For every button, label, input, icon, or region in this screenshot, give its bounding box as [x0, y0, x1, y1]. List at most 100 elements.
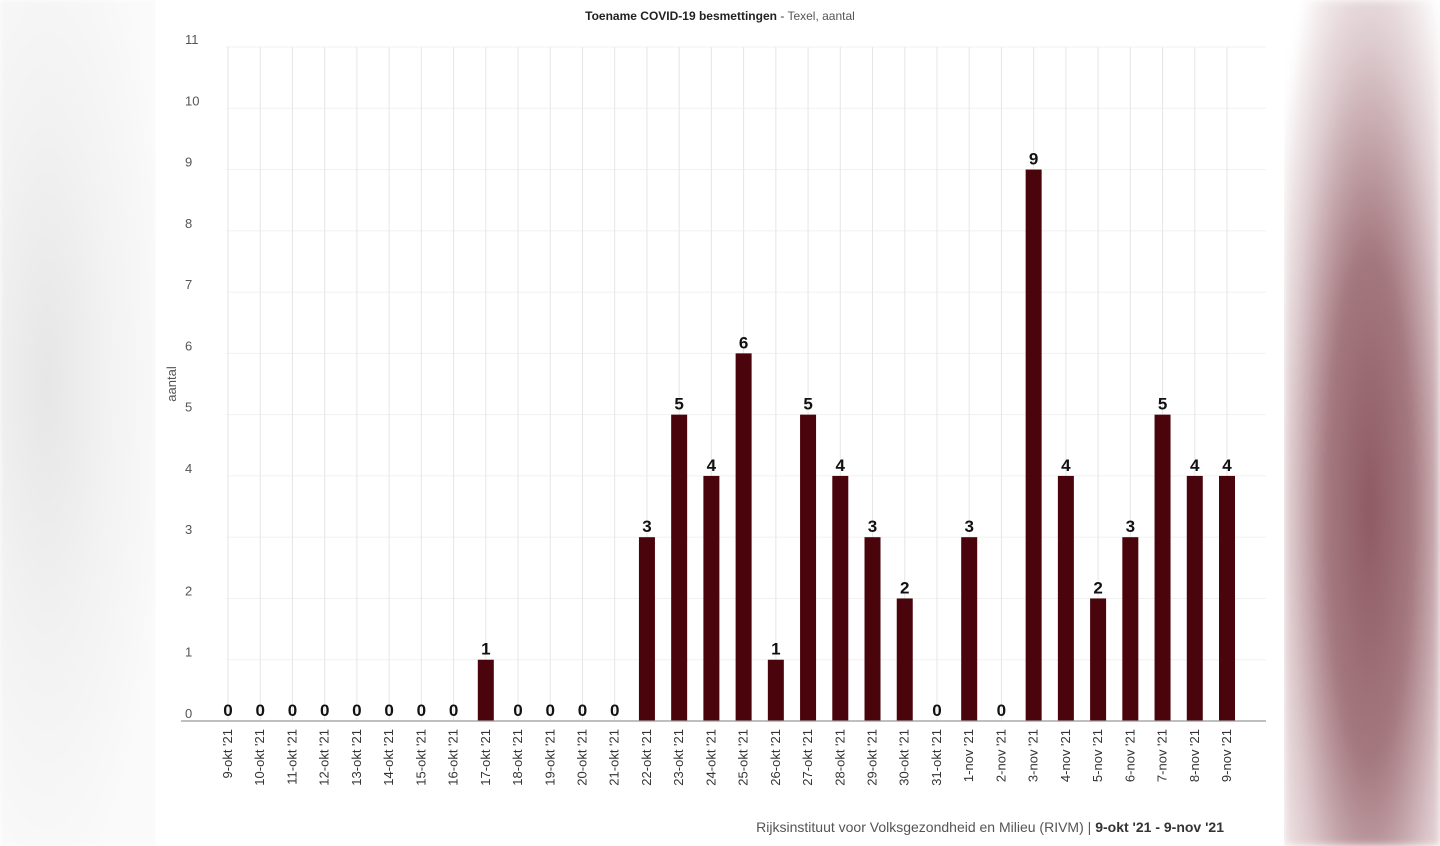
data-label: 9 — [1029, 150, 1038, 169]
chart-subtitle: Texel, aantal — [787, 9, 855, 23]
x-tick-label: 19-okt '21 — [542, 729, 557, 786]
y-tick-label: 10 — [185, 93, 199, 108]
data-label: 5 — [803, 395, 812, 414]
x-tick-label: 16-okt '21 — [446, 729, 461, 786]
data-label: 4 — [1222, 456, 1232, 475]
x-tick-label: 9-nov '21 — [1219, 729, 1234, 782]
x-tick-label: 25-okt '21 — [736, 729, 751, 786]
data-label: 6 — [739, 333, 748, 352]
x-tick-label: 3-nov '21 — [1026, 729, 1041, 782]
blurred-background-left — [0, 0, 156, 846]
x-tick-label: 21-okt '21 — [607, 729, 622, 786]
data-label: 4 — [707, 456, 717, 475]
bar[interactable] — [638, 537, 655, 721]
data-label: 0 — [997, 701, 1006, 720]
source-text: Rijksinstituut voor Volksgezondheid en M… — [756, 819, 1084, 835]
x-tick-label: 24-okt '21 — [703, 729, 718, 786]
y-tick-label: 8 — [185, 216, 192, 231]
source-note: Rijksinstituut voor Volksgezondheid en M… — [756, 819, 1224, 835]
bar[interactable] — [767, 659, 784, 721]
y-tick-label: 0 — [185, 706, 192, 721]
bar[interactable] — [1090, 598, 1107, 721]
x-tick-label: 17-okt '21 — [478, 729, 493, 786]
x-tick-label: 18-okt '21 — [510, 729, 525, 786]
data-label: 5 — [674, 395, 683, 414]
bar-series — [477, 169, 1235, 721]
x-tick-label: 12-okt '21 — [317, 729, 332, 786]
source-separator: | — [1083, 819, 1096, 835]
data-label: 3 — [868, 517, 877, 536]
x-tick-label: 14-okt '21 — [381, 729, 396, 786]
bar[interactable] — [864, 537, 881, 721]
y-tick-label: 7 — [185, 277, 192, 292]
bar[interactable] — [1219, 475, 1235, 721]
y-tick-label: 4 — [185, 461, 192, 476]
x-tick-label: 6-nov '21 — [1122, 729, 1137, 782]
data-label: 0 — [320, 701, 329, 720]
bar[interactable] — [896, 598, 913, 721]
x-tick-label: 27-okt '21 — [800, 729, 815, 786]
data-label: 3 — [964, 517, 973, 536]
bar[interactable] — [671, 414, 688, 721]
x-tick-label: 9-okt '21 — [220, 729, 235, 778]
data-label: 0 — [932, 701, 941, 720]
data-label: 3 — [642, 517, 651, 536]
y-tick-label: 1 — [185, 645, 192, 660]
y-tick-label: 9 — [185, 155, 192, 170]
data-label: 5 — [1158, 395, 1167, 414]
y-tick-label: 2 — [185, 583, 192, 598]
bar[interactable] — [703, 475, 720, 721]
chart-title-main: Toename COVID-19 besmettingen — [585, 9, 777, 23]
y-tick-label: 5 — [185, 400, 192, 415]
data-label: 0 — [352, 701, 361, 720]
data-label: 0 — [255, 701, 264, 720]
source-period: 9-okt '21 - 9-nov '21 — [1095, 819, 1224, 835]
bar[interactable] — [961, 537, 978, 721]
x-tick-label: 1-nov '21 — [961, 729, 976, 782]
bar[interactable] — [1025, 169, 1042, 721]
data-label: 1 — [771, 640, 780, 659]
data-label: 0 — [384, 701, 393, 720]
x-tick-label: 2-nov '21 — [993, 729, 1008, 782]
bar[interactable] — [477, 659, 494, 721]
data-label: 0 — [223, 701, 232, 720]
bar[interactable] — [1057, 475, 1074, 721]
data-label: 1 — [481, 640, 490, 659]
x-tick-label: 23-okt '21 — [671, 729, 686, 786]
data-label: 0 — [546, 701, 555, 720]
y-tick-label: 6 — [185, 338, 192, 353]
blurred-background-right — [1284, 0, 1440, 846]
x-tick-label: 22-okt '21 — [639, 729, 654, 786]
x-tick-label: 26-okt '21 — [768, 729, 783, 786]
x-tick-label: 11-okt '21 — [284, 729, 299, 785]
data-label: 4 — [1061, 456, 1071, 475]
x-tick-label: 13-okt '21 — [349, 729, 364, 786]
data-label: 0 — [288, 701, 297, 720]
chart-card: Toename COVID-19 besmettingen - Texel, a… — [156, 0, 1284, 846]
data-label: 0 — [610, 701, 619, 720]
data-label: 4 — [1190, 456, 1200, 475]
data-label: 0 — [513, 701, 522, 720]
y-tick-label: 3 — [185, 522, 192, 537]
x-tick-label: 10-okt '21 — [252, 729, 267, 786]
bar[interactable] — [832, 475, 849, 721]
x-tick-label: 31-okt '21 — [929, 729, 944, 786]
x-tick-label: 5-nov '21 — [1090, 729, 1105, 782]
bar[interactable] — [1122, 537, 1139, 721]
x-tick-label: 8-nov '21 — [1187, 729, 1202, 782]
data-label: 0 — [578, 701, 587, 720]
data-label: 2 — [1093, 578, 1102, 597]
x-tick-label: 20-okt '21 — [574, 729, 589, 786]
data-label: 2 — [900, 578, 909, 597]
bar[interactable] — [800, 414, 817, 721]
bar[interactable] — [1186, 475, 1203, 721]
x-tick-label: 29-okt '21 — [865, 729, 880, 786]
x-tick-label: 28-okt '21 — [832, 729, 847, 786]
x-axis: 9-okt '21 10-okt '21 11-okt '21 12-okt '21 1… — [181, 720, 1266, 786]
bar[interactable] — [735, 353, 752, 721]
bar[interactable] — [1154, 414, 1171, 721]
y-axis: 0 1 2 3 4 5 6 7 8 9 10 11 — [185, 32, 199, 721]
data-label: 0 — [417, 701, 426, 720]
data-label: 3 — [1126, 517, 1135, 536]
